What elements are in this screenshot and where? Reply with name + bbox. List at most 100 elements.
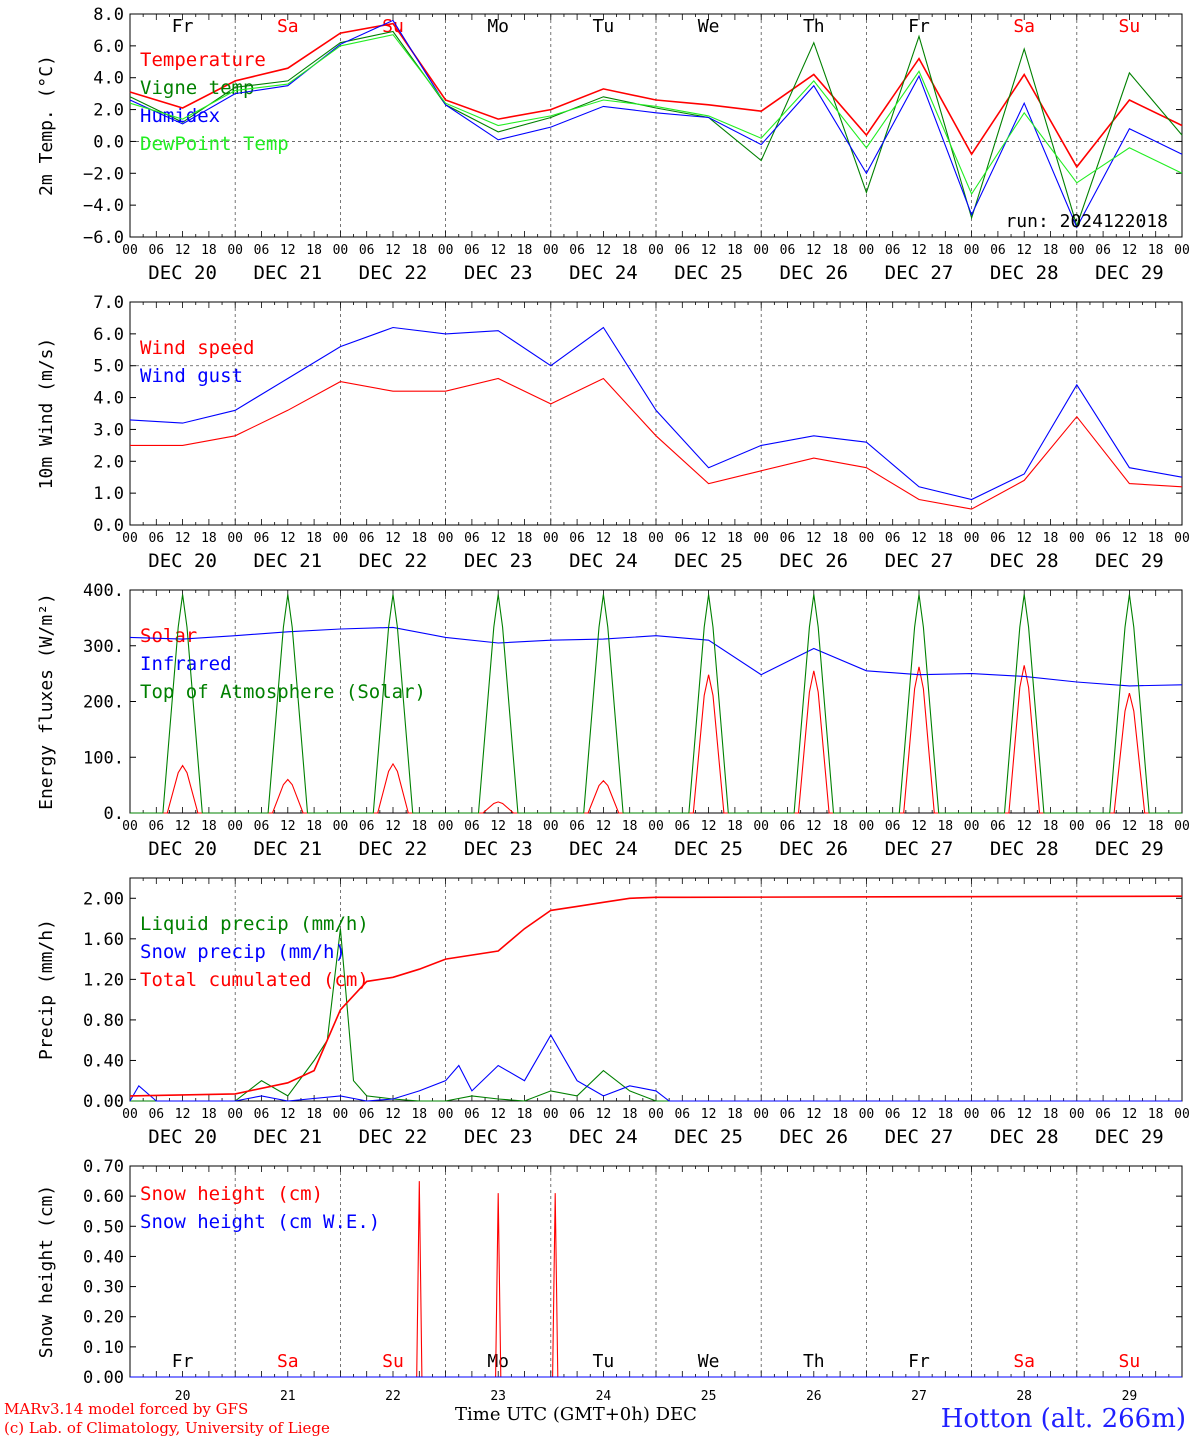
x-hour-label: 00: [438, 1107, 454, 1122]
x-hour-label: 06: [254, 1107, 270, 1122]
x-hour-label: 18: [1043, 819, 1059, 834]
x-hour-label: 12: [175, 531, 191, 546]
x-hour-label: 00: [227, 243, 243, 258]
x-hour-label: 12: [490, 243, 506, 258]
x-hour-label: 00: [227, 819, 243, 834]
x-day-label: DEC 23: [464, 262, 533, 284]
x-hour-label: 00: [859, 243, 875, 258]
legend-wind-speed: Wind speed: [140, 337, 254, 359]
x-hour-label: 12: [806, 243, 822, 258]
x-hour-label: 06: [1095, 243, 1111, 258]
x-hour-label: 18: [832, 243, 848, 258]
x-day-label: DEC 22: [359, 838, 428, 860]
y-tick-label: 1.60: [83, 930, 124, 950]
x-hour-label: 00: [753, 819, 769, 834]
y-tick-label: 0.: [104, 804, 124, 824]
y-tick-label: 0.80: [83, 1011, 124, 1031]
y-axis-label: 2m Temp. (°C): [36, 55, 57, 196]
x-day-label: DEC 29: [1095, 550, 1164, 572]
x-hour-label: 06: [780, 531, 796, 546]
x-day-label: DEC 23: [464, 838, 533, 860]
x-day-label: DEC 25: [674, 838, 743, 860]
x-hour-label: 06: [569, 243, 585, 258]
x-hour-label: 00: [122, 1107, 138, 1122]
x-hour-label: 00: [1069, 819, 1085, 834]
y-tick-label: −4.0: [83, 196, 124, 216]
legend-dewpoint-temp: DewPoint Temp: [140, 133, 289, 155]
x-day-label: DEC 24: [569, 262, 638, 284]
x-hour-label: 12: [1122, 1107, 1138, 1122]
x-hour-label: 18: [1148, 531, 1164, 546]
panel-frame: [129, 301, 1183, 526]
x-hour-label: 00: [333, 1107, 349, 1122]
x-hour-label: 00: [438, 243, 454, 258]
x-hour-label: 06: [674, 531, 690, 546]
y-tick-label: 2.0: [93, 452, 124, 472]
x-hour-label: 12: [911, 531, 927, 546]
x-hour-label: 06: [780, 243, 796, 258]
y-tick-label: 100.: [83, 748, 124, 768]
series-line-snow-height-cm: [130, 1181, 1182, 1378]
x-hour-label: 06: [885, 819, 901, 834]
series-line-wind-gust: [129, 326, 1183, 501]
x-hour-label: 06: [464, 243, 480, 258]
weekday-label: Sa: [1013, 1351, 1035, 1372]
y-tick-label: 2.00: [83, 889, 124, 909]
x-hour-label: 00: [333, 819, 349, 834]
y-tick-label: 0.60: [83, 1187, 124, 1207]
series-line-infrared: [129, 626, 1183, 687]
legend-infrared: Infrared: [140, 653, 232, 675]
x-hour-label: 12: [596, 531, 612, 546]
weekday-label: Su: [382, 1351, 404, 1372]
x-hour-label: 12: [701, 819, 717, 834]
x-hour-label: 00: [859, 1107, 875, 1122]
x-hour-label: 06: [990, 531, 1006, 546]
x-hour-label: 00: [1069, 1107, 1085, 1122]
x-hour-label: 12: [385, 243, 401, 258]
model-credit: MARv3.14 model forced by GFS: [4, 1400, 249, 1418]
x-hour-label: 12: [385, 531, 401, 546]
x-hour-label: 00: [333, 531, 349, 546]
x-hour-label: 06: [674, 819, 690, 834]
x-hour-label: 18: [832, 1107, 848, 1122]
x-day-label: DEC 22: [359, 550, 428, 572]
x-hour-label: 18: [937, 1107, 953, 1122]
x-day-label: DEC 20: [148, 1126, 217, 1148]
x-hour-label: 00: [753, 531, 769, 546]
x-day-label: DEC 29: [1095, 838, 1164, 860]
x-hour-label: 12: [385, 1107, 401, 1122]
x-hour-label: 00: [648, 243, 664, 258]
x-hour-label: 06: [359, 531, 375, 546]
legend-wind-gust: Wind gust: [140, 365, 243, 387]
y-tick-label: 2.0: [93, 101, 124, 121]
x-hour-label: 18: [1148, 819, 1164, 834]
x-hour-label: 06: [254, 531, 270, 546]
x-hour-label: 00: [1174, 531, 1190, 546]
y-tick-label: −6.0: [83, 228, 124, 248]
run-annotation: run: 2024122018: [1005, 211, 1168, 232]
x-hour-label: 00: [648, 1107, 664, 1122]
x-hour-label: 00: [859, 531, 875, 546]
x-day-label: DEC 21: [253, 1126, 322, 1148]
y-tick-label: 3.0: [93, 420, 124, 440]
x-hour-label: 00: [122, 243, 138, 258]
x-day-label: DEC 29: [1095, 262, 1164, 284]
x-hour-label: 18: [622, 819, 638, 834]
station-name: Hotton (alt. 266m): [940, 1404, 1186, 1434]
series-line-liquid-precip-mm-h: [130, 928, 1182, 1102]
x-hour-label: 18: [1043, 531, 1059, 546]
x-hour-label: 06: [1095, 1107, 1111, 1122]
x-hour-label: 18: [201, 819, 217, 834]
x-day-label: DEC 27: [885, 1126, 954, 1148]
x-hour-label: 12: [1016, 819, 1032, 834]
x-day-label: DEC 26: [779, 262, 848, 284]
weekday-label: Fr: [908, 1351, 930, 1372]
series-line-vigne-temp: [129, 30, 1183, 228]
x-hour-label: 00: [122, 531, 138, 546]
day-number-label: 24: [596, 1389, 612, 1404]
y-tick-label: 300.: [83, 637, 124, 657]
x-hour-label: 18: [727, 819, 743, 834]
x-hour-label: 18: [832, 531, 848, 546]
x-hour-label: 06: [674, 1107, 690, 1122]
